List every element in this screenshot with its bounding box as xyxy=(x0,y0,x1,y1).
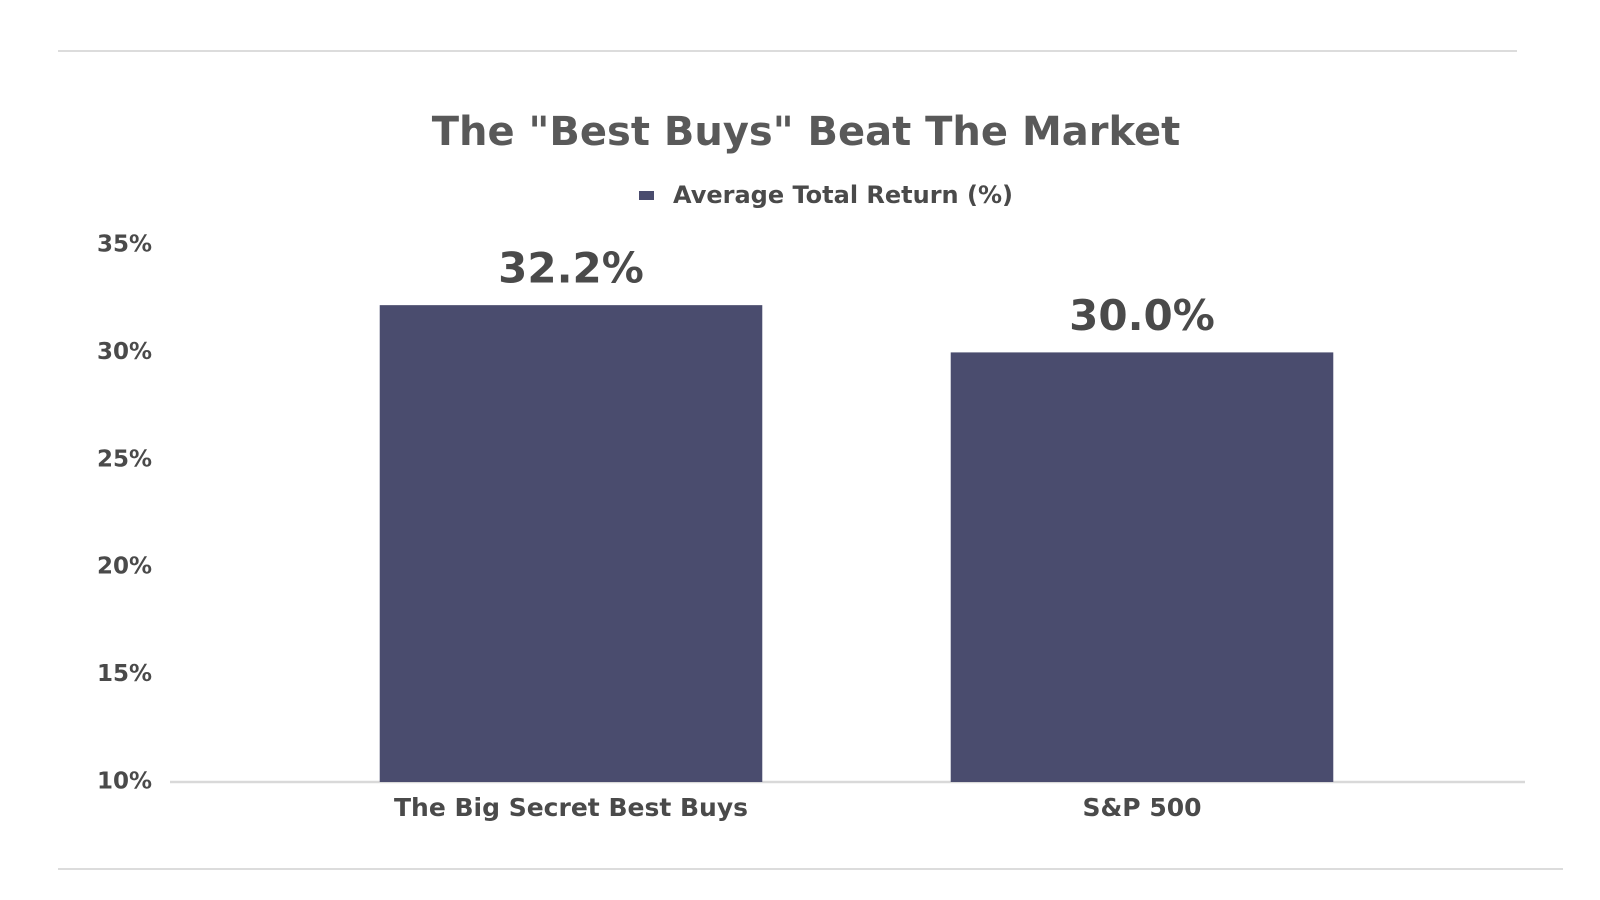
legend-label: Average Total Return (%) xyxy=(673,181,1013,209)
y-tick-label: 25% xyxy=(97,446,152,472)
legend-swatch xyxy=(639,191,654,200)
y-tick-label: 20% xyxy=(97,554,152,580)
bar xyxy=(379,305,763,782)
y-tick-label: 30% xyxy=(97,339,152,365)
bar xyxy=(950,352,1334,782)
y-tick-label: 35% xyxy=(97,232,152,258)
y-tick-label: 15% xyxy=(97,661,152,687)
x-tick-label: S&P 500 xyxy=(1082,793,1201,822)
data-label: 32.2% xyxy=(498,244,644,293)
x-tick-label: The Big Secret Best Buys xyxy=(394,793,748,822)
data-label: 30.0% xyxy=(1069,291,1215,340)
chart-title: The "Best Buys" Beat The Market xyxy=(432,109,1181,155)
y-tick-label: 10% xyxy=(97,769,152,795)
